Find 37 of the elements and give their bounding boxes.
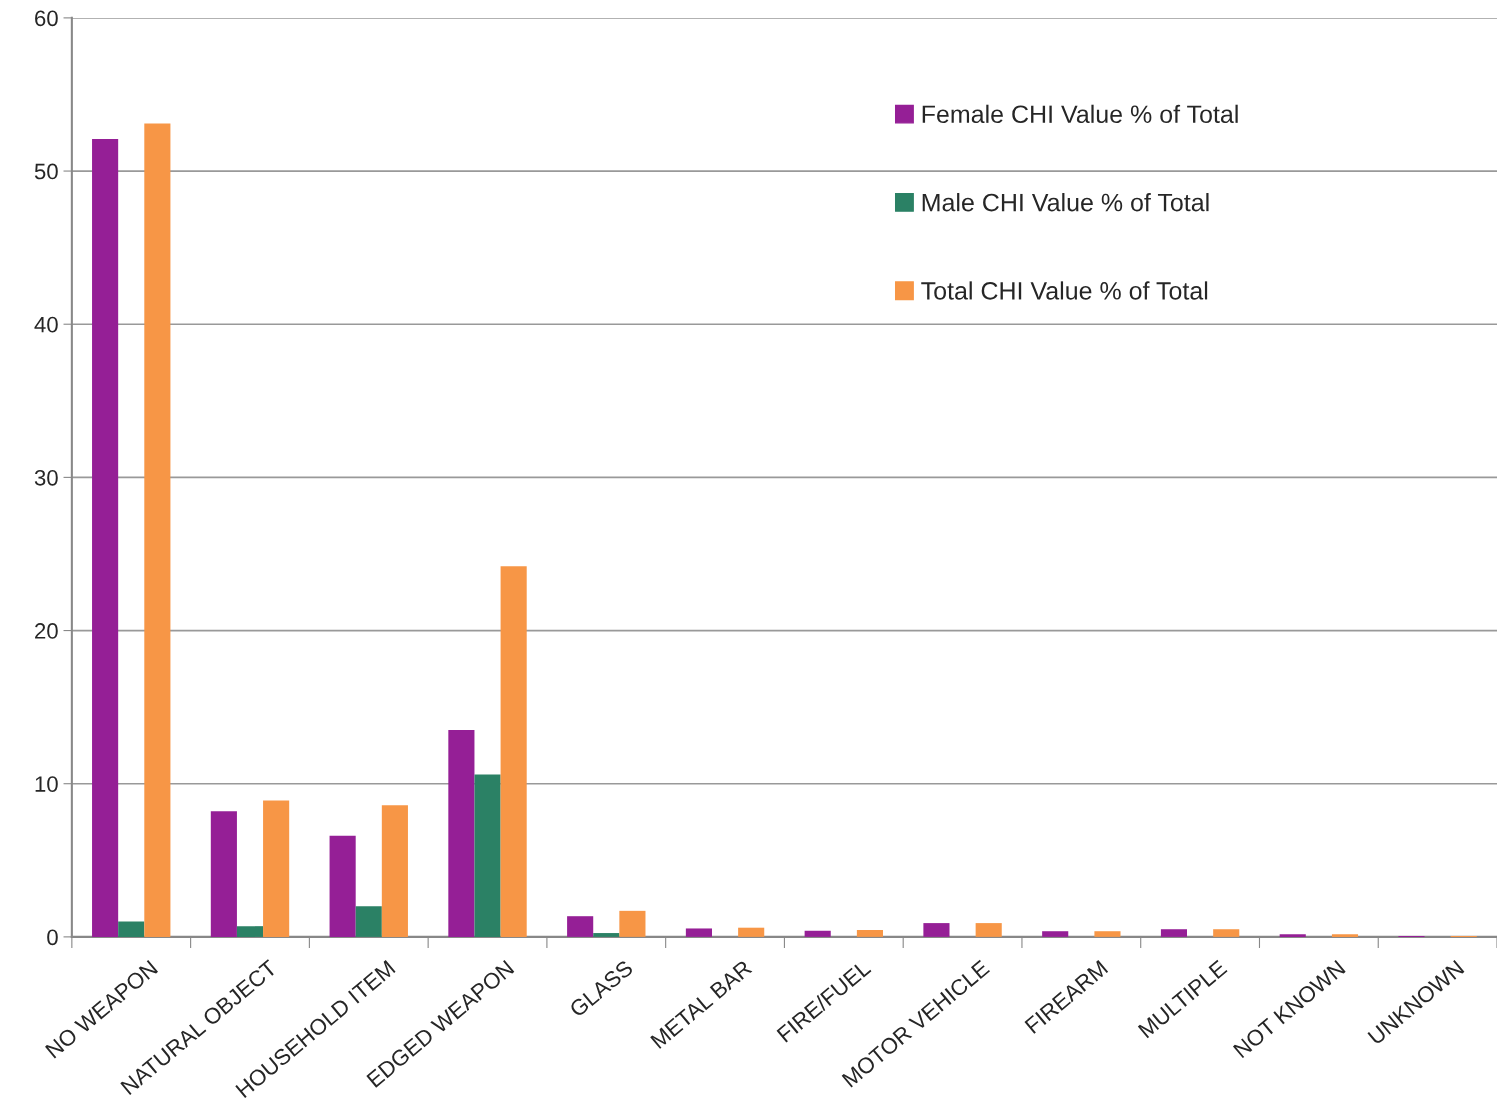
bar	[975, 923, 1002, 937]
bar	[1331, 934, 1359, 937]
bar	[500, 566, 527, 937]
y-tick-label: 60	[35, 10, 58, 27]
bar	[236, 926, 264, 937]
bar	[923, 923, 950, 937]
y-tick-label: 40	[34, 316, 58, 333]
bar	[804, 930, 831, 937]
bar	[619, 910, 646, 937]
bar	[210, 811, 237, 937]
bar	[355, 906, 382, 937]
bar	[856, 929, 883, 937]
y-tick-label: 10	[35, 776, 58, 792]
bar	[738, 927, 765, 937]
legend-label: Total CHI Value % of Total	[921, 281, 1208, 300]
bar	[92, 138, 119, 937]
legend-label: Male CHI Value % of Total	[922, 193, 1209, 212]
y-tick-label: 20	[35, 623, 58, 639]
bar	[593, 933, 620, 937]
bar	[685, 928, 712, 937]
bar	[448, 730, 475, 937]
bar	[474, 774, 501, 937]
legend-label: Female CHI Value % of Total	[922, 104, 1238, 124]
bar	[144, 123, 171, 937]
bar	[118, 921, 145, 937]
bar	[1042, 931, 1069, 937]
bar	[329, 835, 356, 937]
bar	[1279, 934, 1306, 937]
bar	[263, 800, 290, 937]
bar	[381, 805, 408, 937]
y-tick-label: 50	[34, 163, 58, 180]
bar	[1213, 929, 1240, 937]
bar	[1160, 929, 1188, 937]
y-tick-label: 30	[34, 469, 58, 486]
bar	[567, 916, 594, 937]
y-tick-label: 0	[47, 929, 58, 946]
bar	[1094, 931, 1121, 937]
